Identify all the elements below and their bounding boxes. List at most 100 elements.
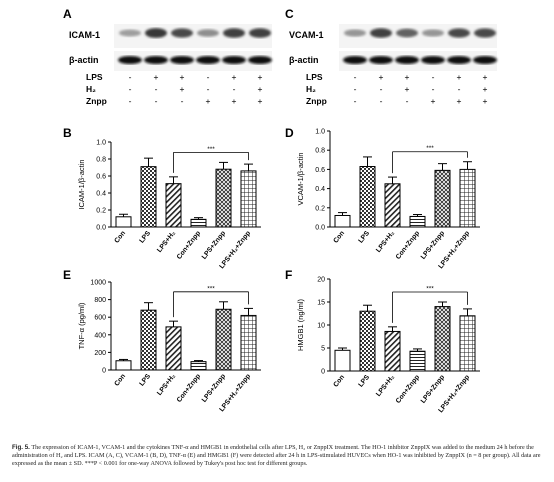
treatment-mark: + bbox=[180, 72, 185, 82]
treatment-mark: - bbox=[207, 84, 210, 94]
y-tick-label: 0.4 bbox=[315, 186, 325, 193]
y-tick-label: 15 bbox=[317, 300, 325, 307]
treatment-table-a: LPS - + + - + + H₂ - - + - - + Znpp - - - + + + bbox=[86, 72, 263, 106]
x-tick-label: Con+Znpp bbox=[176, 373, 202, 404]
bar bbox=[115, 216, 132, 228]
bar bbox=[165, 326, 182, 371]
bar bbox=[434, 169, 451, 228]
treatment-mark: - bbox=[129, 72, 132, 82]
treatment-mark: - bbox=[380, 96, 383, 106]
target-band bbox=[344, 29, 366, 37]
panel-letter-f: F bbox=[285, 268, 292, 282]
treatment-row-label: H₂ bbox=[86, 84, 96, 94]
caption-text: The expression of ICAM-1, VCAM-1 and the… bbox=[12, 444, 541, 468]
bar bbox=[215, 308, 232, 371]
bar bbox=[384, 330, 401, 372]
treatment-mark: + bbox=[457, 96, 462, 106]
actin-band bbox=[343, 56, 367, 64]
actin-band bbox=[118, 56, 142, 64]
treatment-mark: - bbox=[432, 84, 435, 94]
blot-c-control-label: β-actin bbox=[289, 55, 319, 65]
bar bbox=[459, 168, 476, 228]
actin-band bbox=[395, 56, 419, 64]
y-tick-label: 0.8 bbox=[96, 157, 106, 164]
y-tick-label: 200 bbox=[94, 350, 106, 357]
actin-band bbox=[170, 56, 194, 64]
treatment-mark: + bbox=[232, 96, 237, 106]
blot-c-target-label: VCAM-1 bbox=[289, 30, 324, 40]
actin-band bbox=[196, 56, 220, 64]
treatment-mark: - bbox=[207, 72, 210, 82]
bar bbox=[140, 166, 157, 228]
treatment-mark: + bbox=[258, 96, 263, 106]
y-tick-label: 0 bbox=[102, 368, 106, 375]
blot-background bbox=[339, 24, 497, 48]
actin-band bbox=[248, 56, 272, 64]
panel-letter-c: C bbox=[285, 7, 294, 21]
bar bbox=[359, 310, 376, 372]
sig-label: *** bbox=[426, 145, 434, 152]
target-band bbox=[422, 29, 444, 37]
treatment-mark: + bbox=[379, 72, 384, 82]
actin-band bbox=[421, 56, 445, 64]
bar bbox=[409, 350, 426, 372]
x-tick-label: Con bbox=[113, 230, 127, 245]
x-tick-label: LPS+H₂ bbox=[375, 230, 396, 254]
x-tick-label: LPS+Znpp bbox=[420, 230, 446, 261]
treatment-row-label: Znpp bbox=[86, 96, 107, 106]
treatment-mark: + bbox=[483, 84, 488, 94]
x-tick-label: LPS+Znpp bbox=[201, 373, 227, 404]
treatment-row-label: LPS bbox=[306, 72, 323, 82]
treatment-mark: + bbox=[258, 84, 263, 94]
y-tick-label: 0.8 bbox=[315, 148, 325, 155]
treatment-mark: + bbox=[483, 96, 488, 106]
y-tick-label: 20 bbox=[317, 277, 325, 284]
bar bbox=[334, 214, 351, 228]
bar bbox=[434, 306, 451, 372]
treatment-mark: + bbox=[154, 72, 159, 82]
sig-label: *** bbox=[426, 286, 434, 293]
bar bbox=[459, 315, 476, 372]
y-tick-label: 600 bbox=[94, 315, 106, 322]
x-tick-label: Con bbox=[332, 374, 346, 389]
y-axis-label: HMGB1 (ng/ml) bbox=[296, 298, 305, 351]
actin-band bbox=[447, 56, 471, 64]
blot-a: ICAM-1 β-actin bbox=[69, 24, 272, 71]
target-band bbox=[474, 28, 496, 38]
treatment-mark: - bbox=[129, 84, 132, 94]
treatment-mark: + bbox=[457, 72, 462, 82]
bar bbox=[165, 183, 182, 228]
actin-band bbox=[222, 56, 246, 64]
x-tick-label: LPS+H₂ bbox=[156, 373, 177, 397]
chart-d: 0.0 0.2 0.4 0.6 0.8 1.0 VCAM-1/β-actin Con LPS LP… bbox=[296, 129, 480, 270]
y-tick-label: 1.0 bbox=[315, 129, 325, 136]
treatment-mark: - bbox=[155, 96, 158, 106]
target-band bbox=[171, 28, 193, 38]
treatment-mark: + bbox=[405, 84, 410, 94]
actin-band bbox=[473, 56, 497, 64]
caption-label: Fig. 5. bbox=[12, 444, 30, 451]
x-tick-label: Con+Znpp bbox=[395, 374, 421, 405]
treatment-mark: + bbox=[232, 72, 237, 82]
treatment-mark: - bbox=[181, 96, 184, 106]
target-band bbox=[197, 29, 219, 37]
panel-letter-e: E bbox=[63, 268, 71, 282]
treatment-mark: + bbox=[258, 72, 263, 82]
y-tick-label: 1000 bbox=[90, 280, 106, 287]
bar bbox=[190, 361, 207, 371]
blot-c-bands bbox=[339, 24, 497, 71]
treatment-mark: + bbox=[206, 96, 211, 106]
blot-a-bands bbox=[114, 24, 272, 71]
treatment-mark: - bbox=[129, 96, 132, 106]
bar bbox=[115, 360, 132, 371]
blot-c: VCAM-1 β-actin bbox=[289, 24, 497, 71]
bar bbox=[334, 349, 351, 372]
target-band bbox=[448, 28, 470, 38]
chart-b: 0.0 0.2 0.4 0.6 0.8 1.0 ICAM-1/β-actin Con LPS LP… bbox=[77, 140, 261, 270]
x-tick-label: LPS bbox=[357, 374, 371, 389]
bar bbox=[240, 314, 257, 371]
treatment-table-c: LPS - + + - + + H₂ - - + - - + Znpp - - - + + + bbox=[306, 72, 488, 106]
bar bbox=[240, 170, 257, 228]
chart-f: 0 5 10 15 20 HMGB1 (ng/ml) Con LPS LPS+H₂Con+Znp… bbox=[296, 277, 480, 414]
blot-background bbox=[114, 24, 272, 48]
